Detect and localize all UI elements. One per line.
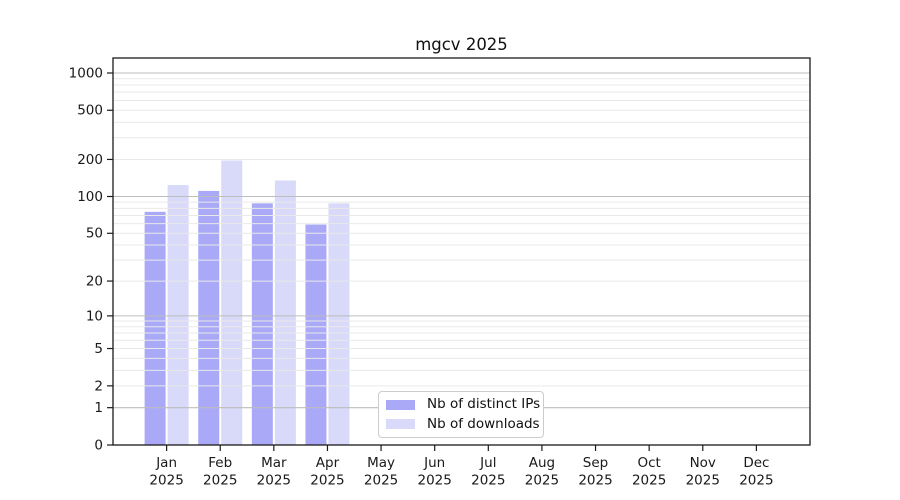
bar-downloads-jan: [167, 185, 189, 445]
bar-ips-mar: [251, 203, 273, 445]
y-tick-label: 100: [77, 189, 103, 205]
bars: [144, 160, 350, 446]
y-tick-label: 20: [86, 274, 103, 290]
bar-ips-jan: [144, 211, 166, 445]
x-tick-label-feb: Feb 2025: [203, 455, 237, 489]
x-tick-label-apr: Apr 2025: [310, 455, 344, 489]
y-tick-label: 50: [86, 226, 103, 242]
x-tick-label-dec: Dec 2025: [739, 455, 773, 489]
x-axis: Jan 2025 Feb 2025 Mar 2025 Apr 2025 May 2025 Jun 20…: [149, 445, 774, 489]
legend-label-distinct-ips: Nb of distinct IPs: [427, 396, 541, 412]
x-tick-label-aug: Aug 2025: [525, 455, 559, 489]
x-tick-label-may: May 2025: [364, 455, 398, 489]
chart-title: mgcv 2025: [415, 35, 508, 54]
legend: Nb of distinct IPs Nb of downloads: [378, 391, 544, 438]
plot-border: [112, 57, 811, 446]
bar-downloads-apr: [328, 203, 350, 445]
minor-gridlines: [113, 78, 810, 387]
y-tick-label: 1: [94, 400, 103, 416]
legend-label-downloads: Nb of downloads: [427, 415, 540, 432]
x-tick-label-mar: Mar 2025: [257, 455, 291, 489]
bar-downloads-feb: [221, 160, 243, 445]
y-tick-label: 5: [94, 341, 103, 357]
x-tick-label-nov: Nov 2025: [686, 455, 720, 489]
y-tick-label: 0: [94, 437, 103, 453]
y-tick-label: 10: [86, 308, 103, 324]
x-tick-label-jul: Jul 2025: [471, 455, 505, 489]
y-tick-label: 500: [77, 103, 103, 119]
bar-ips-apr: [305, 224, 327, 445]
legend-item-distinct-ips: Nb of distinct IPs: [386, 397, 540, 412]
legend-swatch-distinct-ips: [386, 399, 415, 410]
bar-downloads-mar: [274, 180, 296, 446]
x-tick-label-oct: Oct 2025: [632, 455, 666, 489]
bar-ips-feb: [198, 190, 220, 445]
x-tick-label-jun: Jun 2025: [418, 455, 452, 489]
legend-swatch-downloads: [386, 419, 415, 430]
legend-item-downloads: Nb of downloads: [386, 417, 540, 432]
x-tick-label-sep: Sep 2025: [578, 455, 612, 489]
y-tick-label: 200: [77, 152, 103, 168]
y-axis: 0 1 2 5 10 20 50 100 200 500 1000: [69, 65, 113, 453]
y-tick-label: 1000: [69, 65, 103, 81]
x-tick-label-jan: Jan 2025: [149, 455, 183, 489]
y-tick-label: 2: [94, 378, 103, 394]
